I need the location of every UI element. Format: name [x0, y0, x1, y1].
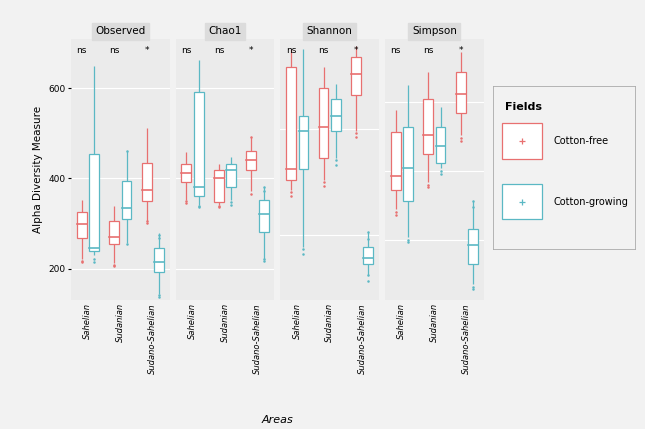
Title: Chao1: Chao1: [208, 27, 242, 36]
Bar: [259, 200, 268, 232]
Text: ns: ns: [319, 46, 329, 55]
Bar: [246, 151, 256, 170]
Bar: [502, 184, 542, 220]
Title: Simpson: Simpson: [412, 27, 457, 36]
Bar: [435, 127, 446, 163]
Bar: [226, 164, 236, 187]
Text: Fields: Fields: [505, 102, 542, 112]
Bar: [299, 116, 308, 169]
Bar: [109, 221, 119, 244]
Text: ns: ns: [390, 46, 401, 55]
Title: Shannon: Shannon: [307, 27, 353, 36]
Text: ns: ns: [181, 46, 192, 55]
Bar: [391, 132, 401, 190]
Bar: [194, 92, 204, 196]
Bar: [122, 181, 132, 219]
Bar: [351, 57, 361, 95]
Text: Cotton-free: Cotton-free: [553, 136, 608, 146]
Bar: [364, 248, 373, 264]
Text: *: *: [144, 46, 149, 55]
Bar: [468, 229, 478, 265]
Text: ns: ns: [213, 46, 224, 55]
Text: ns: ns: [109, 46, 119, 55]
Bar: [142, 163, 152, 201]
Text: *: *: [353, 46, 358, 55]
Text: ns: ns: [286, 46, 296, 55]
Bar: [423, 99, 433, 154]
Bar: [286, 67, 296, 179]
Bar: [89, 154, 99, 251]
Bar: [502, 123, 542, 159]
Bar: [331, 99, 341, 131]
Text: Cotton-growing: Cotton-growing: [553, 196, 628, 206]
Bar: [319, 88, 328, 158]
Text: *: *: [249, 46, 253, 55]
Y-axis label: Alpha Diversity Measure: Alpha Diversity Measure: [33, 106, 43, 233]
Text: Areas: Areas: [261, 415, 293, 425]
Bar: [214, 170, 224, 202]
Bar: [403, 127, 413, 201]
Text: ns: ns: [423, 46, 433, 55]
Bar: [181, 164, 191, 182]
Bar: [77, 212, 86, 238]
Title: Observed: Observed: [95, 27, 146, 36]
Text: *: *: [459, 46, 463, 55]
Text: ns: ns: [77, 46, 87, 55]
Bar: [456, 72, 466, 113]
Bar: [154, 248, 164, 272]
